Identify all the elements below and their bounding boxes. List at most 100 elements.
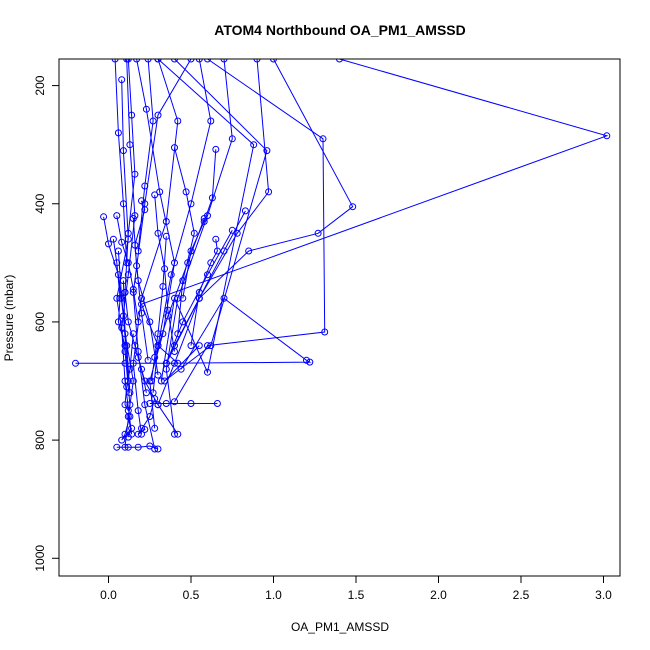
data-point bbox=[204, 59, 211, 63]
data-point bbox=[151, 191, 159, 199]
data-point bbox=[154, 330, 162, 338]
data-point bbox=[200, 215, 208, 222]
data-point bbox=[154, 445, 162, 453]
data-point bbox=[142, 105, 150, 113]
series-line-30 bbox=[154, 218, 205, 358]
data-point bbox=[118, 436, 126, 444]
data-point bbox=[233, 229, 241, 237]
data-point bbox=[179, 294, 187, 302]
data-point bbox=[171, 398, 178, 406]
data-point bbox=[144, 59, 152, 63]
x-tick-label: 3.0 bbox=[595, 588, 612, 602]
data-point bbox=[207, 117, 215, 125]
data-point bbox=[187, 342, 195, 350]
data-point bbox=[336, 59, 343, 63]
data-point bbox=[270, 59, 277, 63]
data-point bbox=[204, 271, 211, 279]
data-point bbox=[113, 212, 121, 220]
x-tick-label: 1.0 bbox=[265, 588, 282, 602]
data-point bbox=[156, 188, 164, 196]
data-point bbox=[129, 330, 137, 338]
series-line-27 bbox=[112, 239, 126, 346]
data-point bbox=[111, 59, 119, 63]
data-point bbox=[177, 365, 185, 373]
data-point bbox=[306, 358, 314, 366]
data-point bbox=[128, 424, 136, 432]
data-point bbox=[138, 309, 145, 317]
data-point bbox=[114, 247, 122, 255]
x-axis-label: OA_PM1_AMSSD bbox=[291, 620, 389, 634]
data-point bbox=[164, 312, 172, 320]
series-line-33 bbox=[117, 250, 131, 393]
data-point bbox=[228, 226, 236, 234]
data-point bbox=[142, 389, 150, 397]
data-point bbox=[141, 182, 149, 190]
series-line-32 bbox=[132, 218, 149, 361]
y-tick-label: 800 bbox=[33, 430, 47, 450]
series-line-26 bbox=[124, 292, 147, 393]
data-point bbox=[144, 356, 152, 364]
plot-area bbox=[72, 59, 611, 453]
series-line-11 bbox=[164, 59, 268, 382]
data-point bbox=[167, 271, 175, 279]
data-point bbox=[105, 240, 112, 248]
data-point bbox=[220, 59, 228, 63]
data-point bbox=[121, 401, 129, 409]
series-line-17 bbox=[154, 194, 175, 352]
data-point bbox=[131, 342, 139, 350]
data-point bbox=[171, 144, 178, 152]
data-point bbox=[128, 111, 136, 119]
data-point bbox=[162, 400, 170, 407]
data-point bbox=[154, 59, 162, 63]
data-point bbox=[208, 194, 216, 202]
series-line-31 bbox=[150, 236, 167, 382]
data-point bbox=[126, 389, 134, 397]
data-point bbox=[138, 197, 145, 205]
data-point bbox=[159, 283, 167, 290]
data-point bbox=[171, 259, 178, 267]
data-point bbox=[314, 229, 322, 237]
data-point bbox=[154, 371, 162, 379]
data-point bbox=[124, 407, 132, 415]
data-point bbox=[114, 318, 122, 326]
x-tick-label: 1.5 bbox=[348, 588, 365, 602]
y-tick-label: 1000 bbox=[33, 545, 47, 572]
data-point bbox=[134, 353, 142, 361]
data-point bbox=[349, 203, 357, 211]
data-point bbox=[220, 294, 228, 302]
data-point bbox=[154, 229, 162, 237]
data-point bbox=[603, 132, 611, 140]
data-point bbox=[162, 232, 170, 240]
data-point bbox=[121, 288, 129, 296]
data-point bbox=[119, 200, 127, 208]
data-point bbox=[138, 424, 145, 432]
data-point bbox=[141, 401, 149, 409]
data-point bbox=[265, 188, 273, 196]
y-tick-label: 200 bbox=[33, 75, 47, 95]
data-point bbox=[146, 442, 154, 450]
data-point bbox=[154, 401, 162, 409]
data-point bbox=[212, 235, 220, 243]
data-point bbox=[195, 294, 203, 302]
data-point bbox=[124, 271, 132, 279]
data-point bbox=[146, 413, 154, 420]
data-point bbox=[124, 59, 132, 63]
data-point bbox=[119, 147, 127, 155]
series-line-3 bbox=[132, 59, 179, 435]
y-axis-label: Pressure (mbar) bbox=[2, 275, 16, 362]
x-tick-label: 2.5 bbox=[513, 588, 530, 602]
data-point bbox=[123, 259, 131, 267]
y-tick-label: 600 bbox=[33, 312, 47, 332]
data-point bbox=[179, 318, 187, 326]
data-point bbox=[141, 206, 149, 214]
data-point bbox=[134, 443, 142, 451]
data-point bbox=[118, 294, 126, 302]
data-point bbox=[263, 147, 271, 155]
data-point bbox=[118, 238, 126, 246]
series-line-9 bbox=[140, 59, 609, 364]
data-point bbox=[138, 365, 145, 373]
data-point bbox=[174, 117, 182, 125]
data-point bbox=[157, 377, 165, 385]
series-line-7 bbox=[157, 59, 270, 405]
